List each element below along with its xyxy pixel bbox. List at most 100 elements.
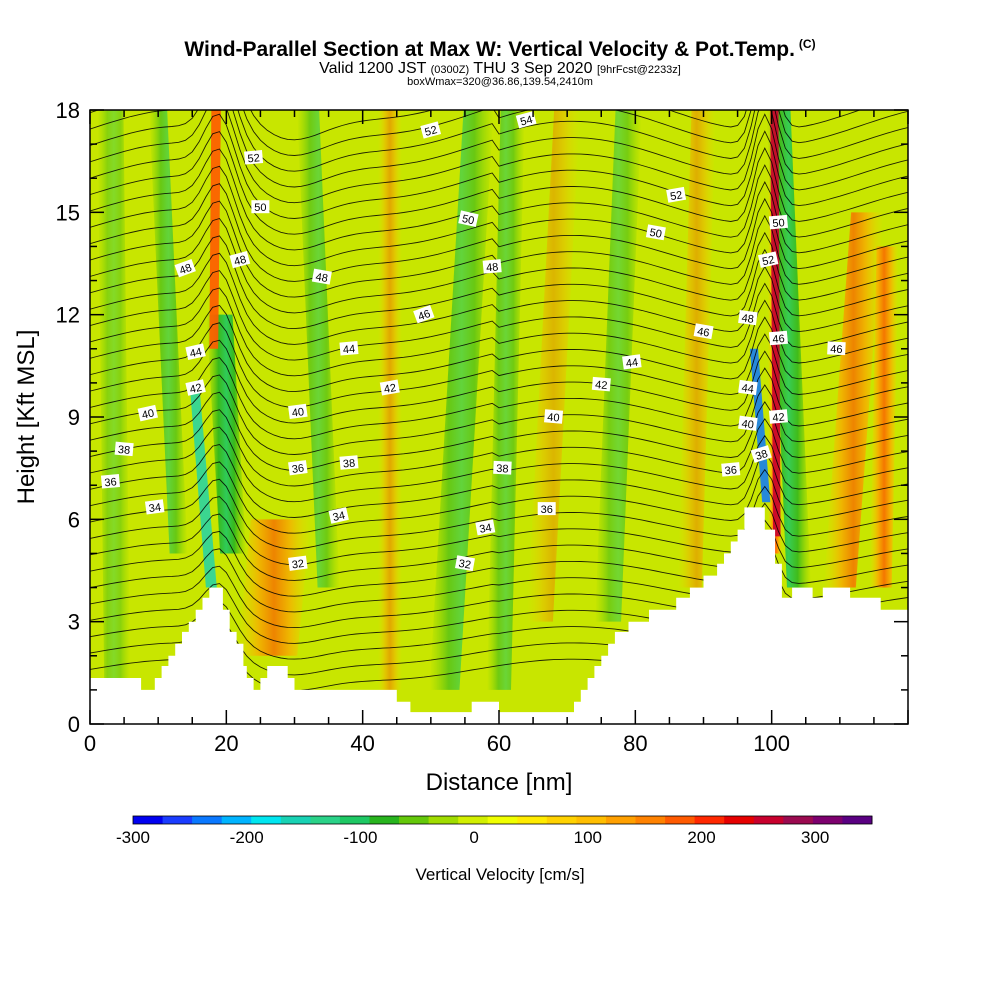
colorbar-swatch <box>280 816 311 824</box>
theta-label: 32 <box>288 555 308 571</box>
theta-contour <box>90 287 908 377</box>
theta-contour <box>90 270 908 361</box>
theta-label-bg <box>244 150 264 165</box>
theta-label: 46 <box>768 330 788 346</box>
theta-label-bg <box>544 409 564 424</box>
theta-label-bg <box>339 455 359 470</box>
theta-label: 42 <box>768 409 788 425</box>
colorbar-swatch <box>576 816 607 824</box>
theta-label-text: 52 <box>247 152 260 165</box>
theta-label-bg <box>137 404 158 422</box>
theta-label-bg <box>738 379 758 396</box>
theta-label-text: 36 <box>104 476 117 489</box>
theta-label: 48 <box>174 258 196 278</box>
velocity-bands <box>97 110 899 690</box>
theta-contour <box>90 444 908 518</box>
theta-label-bg <box>666 186 687 203</box>
theta-label-bg <box>622 354 642 370</box>
theta-label: 52 <box>244 150 264 165</box>
colorbar-swatch <box>458 816 489 824</box>
theta-label-bg <box>750 445 772 463</box>
theta-label-text: 42 <box>383 382 397 396</box>
theta-label-bg <box>738 309 758 326</box>
y-axis-label: Height [Kft MSL] <box>13 330 40 505</box>
velocity-band <box>97 110 131 690</box>
theta-label: 38 <box>339 455 359 471</box>
theta-label-bg <box>515 111 537 129</box>
colorbar-swatch <box>339 816 370 824</box>
theta-label: 48 <box>482 259 502 274</box>
x-tick-label: 100 <box>753 731 790 756</box>
theta-label-bg <box>413 305 435 324</box>
colorbar-swatch <box>133 816 164 824</box>
theta-label-bg <box>454 555 475 572</box>
theta-label-text: 48 <box>178 262 194 277</box>
theta-label-text: 32 <box>291 558 305 571</box>
theta-label: 46 <box>827 341 846 356</box>
theta-label: 48 <box>311 268 332 285</box>
theta-label-text: 38 <box>117 444 130 457</box>
theta-contour <box>90 110 908 204</box>
theta-label-text: 42 <box>189 382 204 396</box>
theta-label: 52 <box>666 186 687 203</box>
theta-label-text: 40 <box>741 418 755 431</box>
theta-label-text: 36 <box>291 462 305 475</box>
x-tick-label: 80 <box>623 731 647 756</box>
theta-label-bg <box>328 507 349 524</box>
theta-label-bg <box>693 323 714 340</box>
theta-contour <box>90 304 908 393</box>
theta-label: 50 <box>458 210 479 228</box>
theta-label-text: 40 <box>547 411 560 424</box>
theta-label-bg <box>458 210 479 228</box>
theta-label: 40 <box>544 409 564 425</box>
velocity-band <box>297 110 340 588</box>
colorbar-tick-label: 300 <box>801 828 829 847</box>
colorbar-tick-label: -300 <box>116 828 150 847</box>
theta-contour <box>90 148 908 251</box>
theta-label-text: 34 <box>332 510 347 524</box>
colorbar-tick-label: -100 <box>343 828 377 847</box>
colorbar-tick-label: 0 <box>469 828 478 847</box>
theta-label-bg <box>493 460 512 475</box>
theta-label-text: 50 <box>772 217 785 230</box>
theta-contour <box>90 409 908 487</box>
box-info: boxWmax=320@36.86,139.54,2410m <box>407 76 593 88</box>
theta-label-bg <box>100 474 120 489</box>
colorbar-tick-label: -200 <box>230 828 264 847</box>
theta-label-bg <box>311 268 332 285</box>
colorbar-swatch <box>310 816 341 824</box>
theta-label-bg <box>288 403 308 420</box>
colorbar-swatch <box>221 816 252 824</box>
theta-contour <box>90 131 908 235</box>
theta-label-text: 54 <box>519 114 534 129</box>
theta-label-bg <box>251 200 270 214</box>
velocity-band <box>595 110 642 622</box>
theta-contour <box>90 217 908 314</box>
theta-label-text: 32 <box>458 558 472 572</box>
theta-label-text: 36 <box>724 464 737 477</box>
theta-label-text: 38 <box>342 457 355 470</box>
theta-label-text: 38 <box>496 463 509 476</box>
theta-label: 44 <box>622 354 642 370</box>
colorbar-swatch <box>369 816 400 824</box>
theta-label-text: 44 <box>741 382 755 395</box>
chart-subtitle: Valid 1200 JST (0300Z) THU 3 Sep 2020 [9… <box>319 60 681 77</box>
copyright-mark: (C) <box>798 37 816 51</box>
theta-label: 38 <box>114 441 134 457</box>
colorbar-swatch <box>399 816 430 824</box>
theta-label: 38 <box>750 445 772 463</box>
colorbar-label: Vertical Velocity [cm/s] <box>415 865 584 884</box>
theta-label-text: 50 <box>254 202 266 214</box>
theta-label: 48 <box>229 251 251 268</box>
x-tick-label: 0 <box>84 731 96 756</box>
theta-label-text: 46 <box>417 308 433 323</box>
colorbar-swatch <box>724 816 755 824</box>
theta-label-bg <box>114 441 134 457</box>
theta-label: 36 <box>721 462 741 477</box>
theta-label-text: 52 <box>669 189 683 203</box>
theta-label-bg <box>721 462 741 477</box>
colorbar-swatch <box>783 816 814 824</box>
x-axis-label: Distance [nm] <box>426 769 573 796</box>
theta-label: 40 <box>288 403 308 420</box>
